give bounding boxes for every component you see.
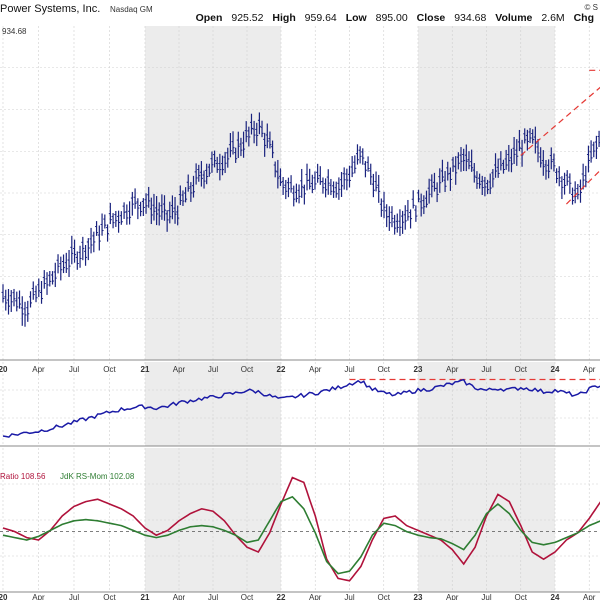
x-tick-label: Oct — [378, 593, 391, 600]
mom-line — [2, 495, 600, 575]
x-tick-label: Jul — [208, 365, 218, 374]
trend-lines — [349, 69, 600, 381]
stat-chg: Chg — [573, 12, 594, 24]
last-value-label: 934.68 — [2, 27, 27, 36]
mom-legend: JdK RS-Mom 102.08 — [60, 472, 135, 481]
exchange-label: Nasdaq GM — [110, 5, 153, 14]
x-tick-label: 21 — [141, 365, 150, 374]
x-tick-label: Jul — [344, 365, 354, 374]
x-tick-label: 20 — [0, 593, 8, 600]
x-tick-label: Apr — [583, 593, 596, 600]
rs-line — [2, 378, 600, 438]
x-tick-label: Apr — [173, 593, 186, 600]
channel-lower — [565, 169, 600, 205]
axis-labels: 20 20 Apr Apr Jul Jul Oct Oct 21 21 Apr Apr Jul Jul Oc… — [0, 365, 596, 600]
x-tick-label: Jul — [208, 593, 218, 600]
x-tick-label: Apr — [446, 365, 459, 374]
x-tick-label: Oct — [103, 365, 116, 374]
x-tick-label: Oct — [241, 365, 254, 374]
x-tick-label: Apr — [309, 365, 322, 374]
x-tick-label: 23 — [414, 365, 423, 374]
x-tick-label: Apr — [309, 593, 322, 600]
ratio-line — [2, 476, 600, 582]
x-tick-label: Apr — [446, 593, 459, 600]
price-chart-svg: 20 20 Apr Apr Jul Jul Oct Oct 21 21 Apr Apr Jul Jul Oc… — [0, 26, 600, 600]
x-tick-label: 21 — [141, 593, 150, 600]
x-tick-label: Oct — [378, 365, 391, 374]
x-tick-label: Apr — [32, 593, 45, 600]
price-ohlc-bars — [1, 112, 600, 327]
chart-header: Power Systems, Inc. Nasdaq GM © S Open 9… — [0, 0, 600, 26]
x-tick-label: 22 — [277, 593, 286, 600]
x-tick-label: 24 — [551, 593, 560, 600]
copyright-text: © S — [584, 3, 598, 12]
company-name: Power Systems, Inc. — [0, 3, 101, 15]
stat-close: Close 934.68 — [416, 12, 487, 24]
x-tick-label: Oct — [515, 593, 528, 600]
price-stats: Open 925.52 High 959.64 Low 895.00 Close… — [190, 12, 600, 24]
ratio-legend: Ratio 108.56 — [0, 472, 46, 481]
relative-strength-line — [2, 378, 600, 438]
x-tick-label: 20 — [0, 365, 8, 374]
x-tick-label: Oct — [241, 593, 254, 600]
panel-borders — [0, 359, 600, 593]
indicator-lines — [0, 476, 600, 582]
x-tick-label: Jul — [481, 593, 491, 600]
stat-open: Open 925.52 — [195, 12, 264, 24]
stat-low: Low 895.00 — [345, 12, 408, 24]
x-tick-label: Jul — [344, 593, 354, 600]
x-tick-label: 23 — [414, 593, 423, 600]
x-tick-label: Apr — [32, 365, 45, 374]
x-tick-label: Oct — [103, 593, 116, 600]
x-tick-label: Apr — [583, 365, 596, 374]
stat-high: High 959.64 — [272, 12, 337, 24]
x-tick-label: Jul — [481, 365, 491, 374]
x-tick-label: 22 — [277, 365, 286, 374]
x-tick-label: Oct — [515, 365, 528, 374]
x-tick-label: 24 — [551, 365, 560, 374]
x-tick-label: Apr — [173, 365, 186, 374]
x-tick-label: Jul — [69, 365, 79, 374]
year-band — [418, 26, 555, 360]
gridlines — [0, 26, 600, 592]
indicator-legend: Ratio 108.56 JdK RS-Mom 102.08 — [0, 472, 135, 481]
x-tick-label: Jul — [69, 593, 79, 600]
stat-volume: Volume 2.6M — [495, 12, 565, 24]
